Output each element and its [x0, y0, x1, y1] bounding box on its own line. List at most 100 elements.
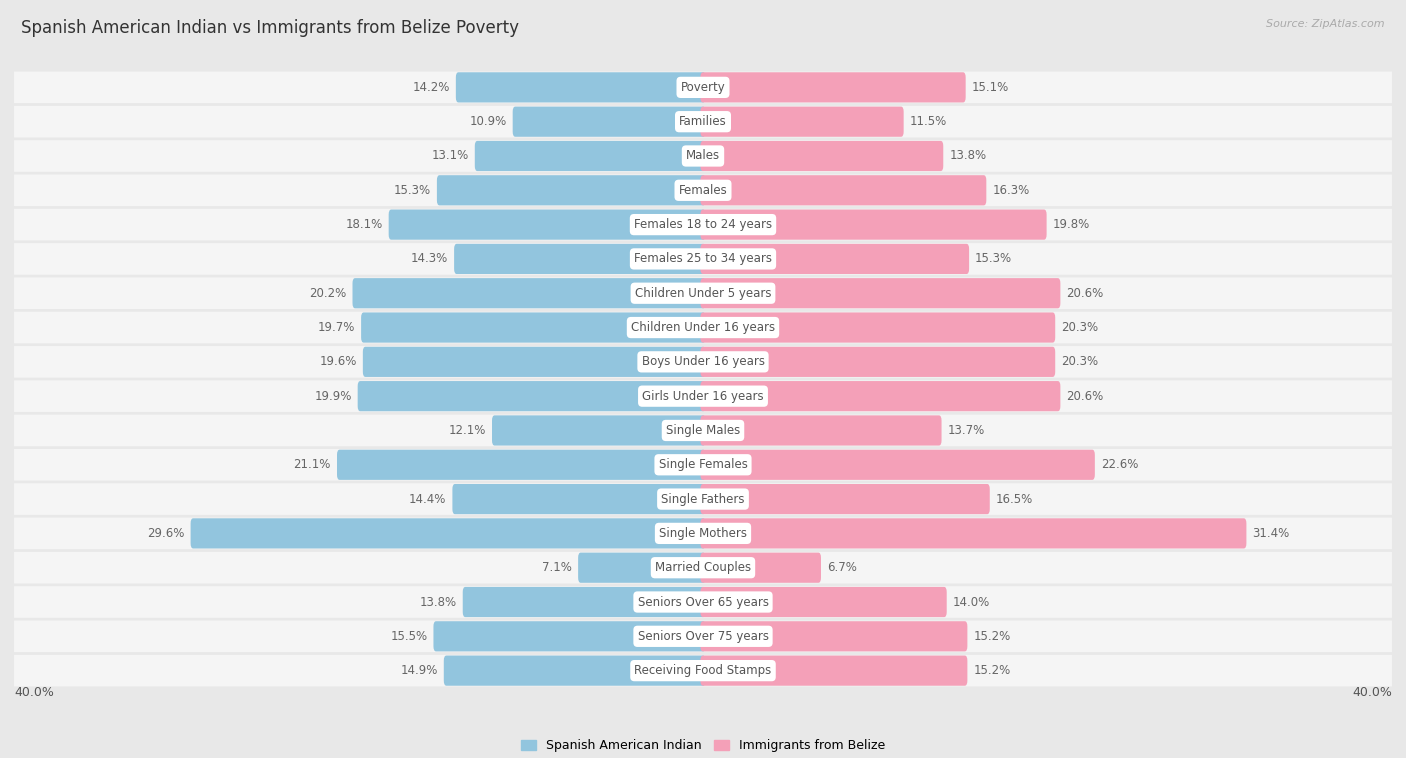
- FancyBboxPatch shape: [14, 518, 1392, 550]
- Text: 21.1%: 21.1%: [294, 459, 330, 471]
- FancyBboxPatch shape: [463, 587, 706, 617]
- FancyBboxPatch shape: [700, 484, 990, 514]
- Text: Boys Under 16 years: Boys Under 16 years: [641, 356, 765, 368]
- FancyBboxPatch shape: [14, 208, 1392, 240]
- Text: 13.8%: 13.8%: [419, 596, 457, 609]
- Text: Females 18 to 24 years: Females 18 to 24 years: [634, 218, 772, 231]
- Text: Seniors Over 65 years: Seniors Over 65 years: [637, 596, 769, 609]
- Text: Poverty: Poverty: [681, 81, 725, 94]
- FancyBboxPatch shape: [700, 415, 942, 446]
- FancyBboxPatch shape: [700, 175, 987, 205]
- Text: 15.1%: 15.1%: [972, 81, 1010, 94]
- FancyBboxPatch shape: [444, 656, 706, 686]
- FancyBboxPatch shape: [361, 312, 706, 343]
- FancyBboxPatch shape: [700, 346, 1056, 377]
- Text: Single Fathers: Single Fathers: [661, 493, 745, 506]
- Text: 7.1%: 7.1%: [543, 561, 572, 575]
- Text: 20.6%: 20.6%: [1066, 287, 1104, 299]
- Text: Spanish American Indian vs Immigrants from Belize Poverty: Spanish American Indian vs Immigrants fr…: [21, 19, 519, 37]
- FancyBboxPatch shape: [14, 484, 1392, 515]
- FancyBboxPatch shape: [14, 415, 1392, 446]
- Text: Single Females: Single Females: [658, 459, 748, 471]
- Text: 13.8%: 13.8%: [949, 149, 987, 162]
- Text: 15.3%: 15.3%: [976, 252, 1012, 265]
- Text: 13.7%: 13.7%: [948, 424, 984, 437]
- Text: Females 25 to 34 years: Females 25 to 34 years: [634, 252, 772, 265]
- FancyBboxPatch shape: [700, 449, 1095, 480]
- Text: 14.0%: 14.0%: [953, 596, 990, 609]
- Text: 22.6%: 22.6%: [1101, 459, 1139, 471]
- FancyBboxPatch shape: [337, 449, 706, 480]
- FancyBboxPatch shape: [578, 553, 706, 583]
- Text: 14.4%: 14.4%: [409, 493, 446, 506]
- Text: 19.6%: 19.6%: [319, 356, 357, 368]
- FancyBboxPatch shape: [14, 106, 1392, 137]
- FancyBboxPatch shape: [14, 621, 1392, 652]
- Text: 15.5%: 15.5%: [391, 630, 427, 643]
- FancyBboxPatch shape: [353, 278, 706, 309]
- Text: 19.9%: 19.9%: [315, 390, 352, 402]
- Text: 20.6%: 20.6%: [1066, 390, 1104, 402]
- FancyBboxPatch shape: [14, 71, 1392, 103]
- FancyBboxPatch shape: [513, 107, 706, 136]
- FancyBboxPatch shape: [388, 209, 706, 240]
- Text: 31.4%: 31.4%: [1253, 527, 1289, 540]
- Text: Females: Females: [679, 183, 727, 197]
- Text: Receiving Food Stamps: Receiving Food Stamps: [634, 664, 772, 677]
- FancyBboxPatch shape: [700, 312, 1056, 343]
- Text: 14.9%: 14.9%: [401, 664, 437, 677]
- Text: Married Couples: Married Couples: [655, 561, 751, 575]
- FancyBboxPatch shape: [14, 277, 1392, 309]
- FancyBboxPatch shape: [700, 381, 1060, 412]
- FancyBboxPatch shape: [14, 140, 1392, 172]
- Text: Single Males: Single Males: [666, 424, 740, 437]
- Text: Seniors Over 75 years: Seniors Over 75 years: [637, 630, 769, 643]
- Text: 10.9%: 10.9%: [470, 115, 506, 128]
- FancyBboxPatch shape: [14, 174, 1392, 206]
- FancyBboxPatch shape: [14, 655, 1392, 687]
- Text: Source: ZipAtlas.com: Source: ZipAtlas.com: [1267, 19, 1385, 29]
- Text: Single Mothers: Single Mothers: [659, 527, 747, 540]
- FancyBboxPatch shape: [700, 622, 967, 651]
- Text: 20.2%: 20.2%: [309, 287, 346, 299]
- FancyBboxPatch shape: [700, 587, 946, 617]
- FancyBboxPatch shape: [14, 312, 1392, 343]
- FancyBboxPatch shape: [357, 381, 706, 412]
- FancyBboxPatch shape: [191, 518, 706, 549]
- Text: 15.3%: 15.3%: [394, 183, 430, 197]
- FancyBboxPatch shape: [456, 72, 706, 102]
- FancyBboxPatch shape: [433, 622, 706, 651]
- FancyBboxPatch shape: [700, 141, 943, 171]
- Text: 12.1%: 12.1%: [449, 424, 486, 437]
- Text: 29.6%: 29.6%: [148, 527, 184, 540]
- Text: Children Under 16 years: Children Under 16 years: [631, 321, 775, 334]
- FancyBboxPatch shape: [437, 175, 706, 205]
- FancyBboxPatch shape: [700, 209, 1046, 240]
- FancyBboxPatch shape: [700, 278, 1060, 309]
- Text: Children Under 5 years: Children Under 5 years: [634, 287, 772, 299]
- FancyBboxPatch shape: [14, 449, 1392, 481]
- Text: 20.3%: 20.3%: [1062, 321, 1098, 334]
- Text: 16.5%: 16.5%: [995, 493, 1033, 506]
- FancyBboxPatch shape: [14, 586, 1392, 618]
- FancyBboxPatch shape: [700, 244, 969, 274]
- Text: 40.0%: 40.0%: [14, 687, 53, 700]
- Text: Families: Families: [679, 115, 727, 128]
- Text: 14.2%: 14.2%: [412, 81, 450, 94]
- FancyBboxPatch shape: [14, 552, 1392, 584]
- Text: 20.3%: 20.3%: [1062, 356, 1098, 368]
- Text: 19.8%: 19.8%: [1053, 218, 1090, 231]
- Text: 19.7%: 19.7%: [318, 321, 356, 334]
- FancyBboxPatch shape: [453, 484, 706, 514]
- Text: 15.2%: 15.2%: [973, 664, 1011, 677]
- Text: 6.7%: 6.7%: [827, 561, 856, 575]
- Text: Girls Under 16 years: Girls Under 16 years: [643, 390, 763, 402]
- FancyBboxPatch shape: [700, 518, 1246, 549]
- FancyBboxPatch shape: [700, 553, 821, 583]
- Text: 18.1%: 18.1%: [346, 218, 382, 231]
- Text: 14.3%: 14.3%: [411, 252, 449, 265]
- FancyBboxPatch shape: [475, 141, 706, 171]
- Text: 13.1%: 13.1%: [432, 149, 468, 162]
- FancyBboxPatch shape: [14, 381, 1392, 412]
- FancyBboxPatch shape: [363, 346, 706, 377]
